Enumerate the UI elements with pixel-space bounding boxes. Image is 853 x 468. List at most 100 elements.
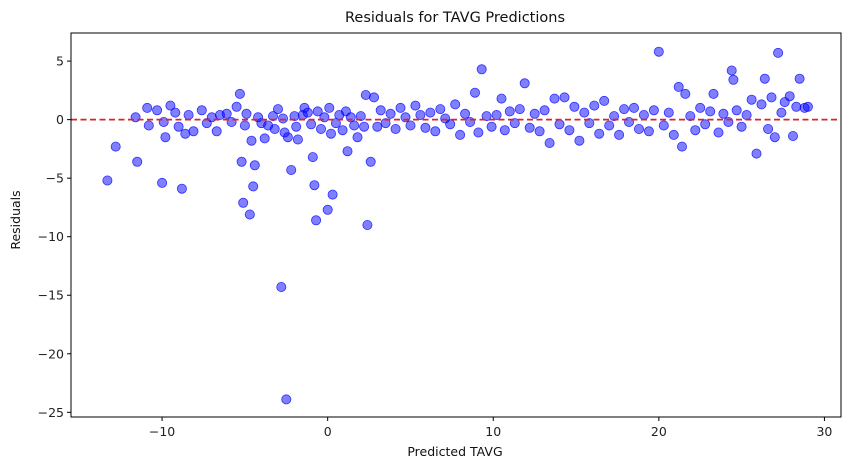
data-point (496, 93, 507, 104)
data-point (574, 135, 585, 146)
data-point (246, 135, 257, 146)
data-point (486, 121, 497, 132)
data-point (267, 111, 278, 122)
data-point (718, 108, 729, 119)
data-point (142, 102, 153, 113)
data-point (165, 100, 176, 111)
data-point (231, 101, 242, 112)
data-point (292, 134, 303, 145)
data-point (455, 129, 466, 140)
data-point (239, 120, 250, 131)
data-point (731, 105, 742, 116)
data-point (519, 78, 530, 89)
data-point (499, 125, 510, 136)
data-point (319, 112, 330, 123)
data-point (368, 92, 379, 103)
axes: −10 0 10 20 30 −25 −20 −15 −10 −5 0 5 (38, 32, 842, 439)
data-point (554, 119, 565, 130)
plot-frame (70, 32, 842, 418)
y-tick-label: 0 (56, 112, 64, 127)
data-point (196, 105, 207, 116)
data-point (269, 124, 280, 135)
data-point (324, 102, 335, 113)
data-point (728, 74, 739, 85)
data-point (534, 126, 545, 137)
data-point (638, 110, 649, 121)
data-point (766, 92, 777, 103)
x-tick-label: 30 (816, 424, 832, 439)
data-point (690, 125, 701, 136)
data-point (425, 107, 436, 118)
data-point (677, 141, 688, 152)
y-tick-label: −20 (38, 346, 64, 361)
data-point (450, 99, 461, 110)
data-point (236, 156, 247, 167)
data-point (723, 117, 734, 128)
data-point (539, 105, 550, 116)
x-tick-label: 20 (651, 424, 667, 439)
data-point (352, 132, 363, 143)
data-point (594, 128, 605, 139)
data-point (629, 102, 640, 113)
data-point (469, 87, 480, 98)
data-point (234, 88, 245, 99)
data-point (473, 127, 484, 138)
data-point (634, 124, 645, 135)
data-point (736, 121, 747, 132)
data-point (342, 146, 353, 157)
data-point (544, 137, 555, 148)
data-point (157, 177, 168, 188)
data-point (380, 118, 391, 129)
data-point (410, 100, 421, 111)
y-tick-label: −10 (38, 229, 64, 244)
data-point (705, 106, 716, 117)
data-point (794, 73, 805, 84)
data-point (769, 132, 780, 143)
data-point (589, 100, 600, 111)
data-point (359, 121, 370, 132)
data-point (277, 113, 288, 124)
data-point (221, 108, 232, 119)
data-point (322, 204, 333, 215)
data-point (756, 99, 767, 110)
data-point (435, 104, 446, 115)
x-axis-label: Predicted TAVG (407, 444, 502, 459)
y-tick-label: −15 (38, 288, 64, 303)
data-point (648, 105, 659, 116)
data-point (282, 132, 293, 143)
data-point (315, 124, 326, 135)
data-point (708, 88, 719, 99)
data-point (559, 92, 570, 103)
data-point (259, 133, 270, 144)
data-point (524, 122, 535, 133)
data-point (362, 219, 373, 230)
data-point (325, 128, 336, 139)
data-point (143, 120, 154, 131)
data-point (584, 118, 595, 129)
data-point (286, 164, 297, 175)
data-point (349, 120, 360, 131)
data-point (152, 105, 163, 116)
data-point (430, 126, 441, 137)
data-point (102, 175, 113, 186)
data-point (291, 121, 302, 132)
data-point (741, 110, 752, 121)
data-point (400, 112, 411, 123)
data-point (609, 111, 620, 122)
data-point (375, 105, 386, 116)
data-point (481, 111, 492, 122)
data-point (624, 117, 635, 128)
data-point (188, 126, 199, 137)
data-point (788, 130, 799, 141)
data-point (776, 107, 787, 118)
data-point (643, 126, 654, 137)
data-point (405, 120, 416, 131)
x-tick-label: 0 (324, 424, 332, 439)
data-point (276, 281, 287, 292)
data-point (604, 120, 615, 131)
data-point (248, 181, 259, 192)
data-point (372, 121, 383, 132)
data-point (355, 111, 366, 122)
